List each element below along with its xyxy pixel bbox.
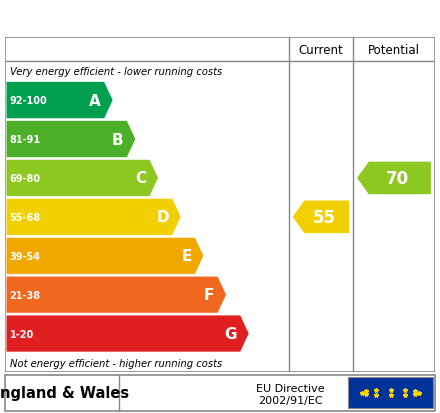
- Text: 1-20: 1-20: [10, 329, 34, 339]
- Text: Very energy efficient - lower running costs: Very energy efficient - lower running co…: [11, 67, 223, 77]
- Polygon shape: [6, 238, 204, 275]
- Polygon shape: [6, 277, 226, 313]
- Text: A: A: [89, 93, 101, 108]
- Text: 81-91: 81-91: [10, 135, 40, 145]
- Text: E: E: [181, 249, 192, 263]
- Text: G: G: [224, 326, 237, 341]
- Polygon shape: [6, 121, 136, 158]
- Text: Current: Current: [299, 43, 343, 57]
- Text: 55: 55: [313, 208, 336, 226]
- Text: Energy Efficiency Rating: Energy Efficiency Rating: [76, 9, 364, 29]
- Bar: [5, 375, 435, 411]
- Text: 70: 70: [386, 169, 409, 188]
- Text: 92-100: 92-100: [10, 96, 48, 106]
- Polygon shape: [6, 199, 181, 236]
- Text: F: F: [204, 287, 214, 302]
- Text: B: B: [112, 132, 124, 147]
- Text: 39-54: 39-54: [10, 251, 40, 261]
- Text: D: D: [156, 210, 169, 225]
- Text: 21-38: 21-38: [10, 290, 40, 300]
- Text: 55-68: 55-68: [10, 212, 40, 222]
- Polygon shape: [292, 201, 350, 234]
- Text: 69-80: 69-80: [10, 173, 40, 183]
- Polygon shape: [6, 160, 158, 197]
- Polygon shape: [356, 162, 431, 195]
- Text: 2002/91/EC: 2002/91/EC: [258, 395, 323, 405]
- Text: Not energy efficient - higher running costs: Not energy efficient - higher running co…: [11, 358, 223, 368]
- Polygon shape: [6, 315, 249, 352]
- Text: England & Wales: England & Wales: [0, 385, 129, 400]
- Text: Potential: Potential: [368, 43, 420, 57]
- Text: C: C: [135, 171, 147, 186]
- Polygon shape: [6, 83, 113, 119]
- Bar: [348, 377, 433, 408]
- Text: EU Directive: EU Directive: [256, 383, 325, 393]
